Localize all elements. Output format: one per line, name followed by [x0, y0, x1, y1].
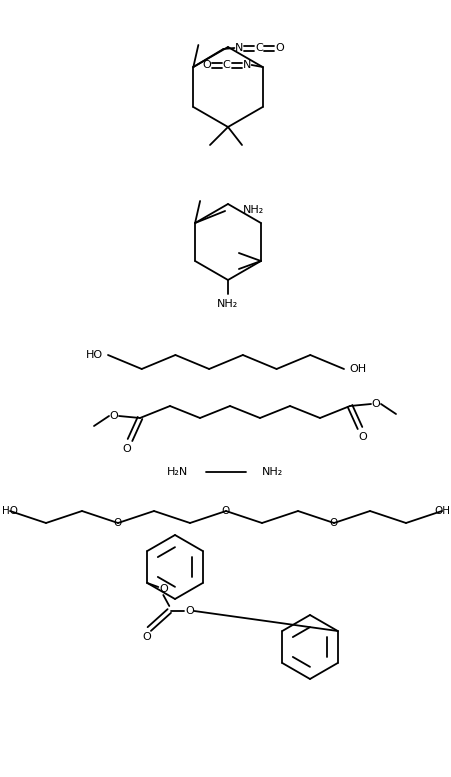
- Text: O: O: [221, 506, 230, 516]
- Text: H₂N: H₂N: [166, 467, 188, 477]
- Text: O: O: [202, 60, 211, 70]
- Text: HO: HO: [86, 350, 103, 360]
- Text: OH: OH: [433, 506, 449, 516]
- Text: N: N: [242, 60, 250, 70]
- Text: NH₂: NH₂: [243, 205, 264, 215]
- Text: O: O: [159, 584, 167, 594]
- Text: O: O: [329, 518, 337, 528]
- Text: O: O: [114, 518, 122, 528]
- Text: C: C: [222, 60, 230, 70]
- Text: O: O: [142, 632, 150, 642]
- Text: O: O: [110, 411, 118, 421]
- Text: OH: OH: [348, 364, 365, 374]
- Text: O: O: [184, 606, 193, 616]
- Text: N: N: [235, 43, 243, 53]
- Text: HO: HO: [2, 506, 18, 516]
- Text: O: O: [274, 43, 283, 53]
- Text: C: C: [255, 43, 262, 53]
- Text: O: O: [358, 432, 367, 442]
- Text: O: O: [371, 399, 380, 409]
- Text: O: O: [122, 444, 131, 454]
- Text: NH₂: NH₂: [217, 299, 238, 309]
- Text: NH₂: NH₂: [262, 467, 283, 477]
